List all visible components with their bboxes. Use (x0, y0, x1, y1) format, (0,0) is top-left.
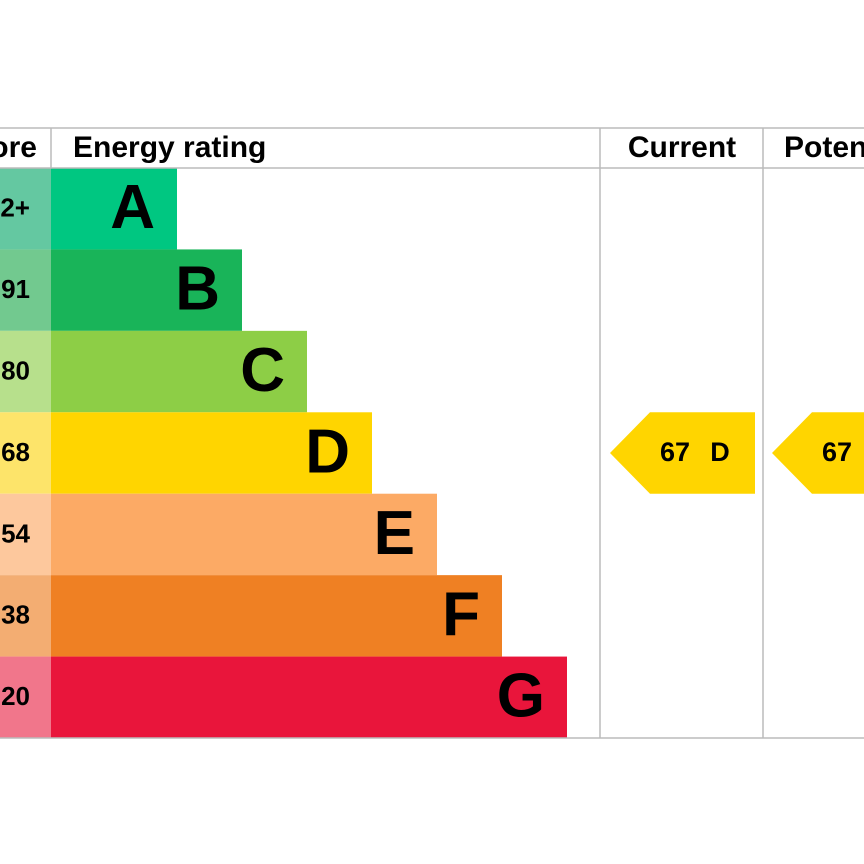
score-cell (0, 412, 51, 494)
score-range: 21-38 (0, 600, 30, 630)
rating-bar (51, 656, 567, 738)
score-cell (0, 575, 51, 657)
rating-value: 67 (660, 437, 690, 467)
header: Score (0, 131, 37, 164)
band-letter: B (175, 255, 220, 324)
band-letter: G (497, 662, 545, 731)
rating-arrow (772, 412, 864, 494)
score-cell (0, 330, 51, 413)
rating-bar (51, 575, 502, 657)
score-range: 92+ (0, 193, 30, 223)
score-cell (0, 249, 51, 331)
score-cell (0, 168, 51, 250)
band-letter: C (240, 336, 285, 405)
header: Energy rating (73, 131, 266, 164)
score-cell (0, 656, 51, 738)
bands: 92+ A 81-91 B 69-80 C 55-68 D 39-54 E 21-38 F 1-20 G (0, 168, 567, 738)
band-letter: D (305, 417, 350, 486)
rating-letter: D (710, 437, 730, 467)
rating-bar (51, 168, 177, 250)
band-letter: A (110, 173, 155, 242)
rating-arrow (610, 412, 755, 494)
score-range: 55-68 (0, 437, 30, 467)
header: Current (628, 131, 736, 164)
grid (0, 127, 864, 739)
score-range: 69-80 (0, 355, 30, 385)
rating-value: 67 (822, 437, 852, 467)
header: Potential (784, 131, 864, 164)
score-cell (0, 493, 51, 576)
rating-bar (51, 493, 437, 576)
rating-bar (51, 330, 307, 413)
band-letter: F (442, 580, 480, 649)
rating-bar (51, 412, 372, 494)
score-range: 39-54 (0, 518, 31, 548)
band-letter: E (374, 499, 415, 568)
score-range: 1-20 (0, 681, 30, 711)
score-range: 81-91 (0, 274, 30, 304)
rating-bar (51, 249, 242, 331)
